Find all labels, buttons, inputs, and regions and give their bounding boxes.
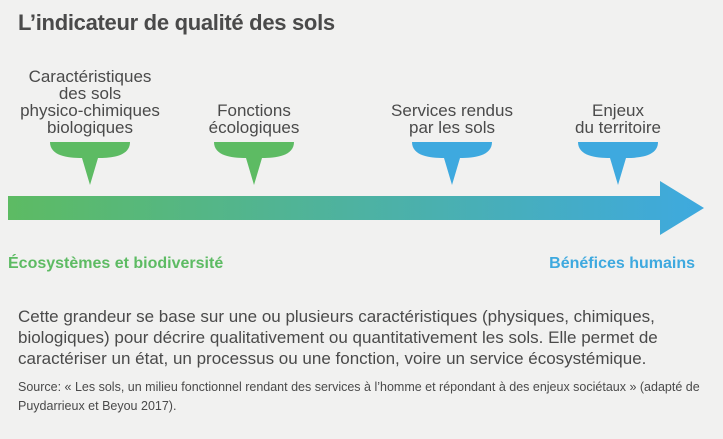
stage-label-line: des sols [58,84,122,103]
stage-label-line: Enjeux [592,101,644,120]
source-note: Source: « Les sols, un milieu fonctionne… [18,380,700,413]
stage-label-line: Fonctions [217,101,291,120]
stage-label-line: du territoire [575,118,661,137]
stage-label-line: par les sols [409,118,495,137]
page-title: L’indicateur de qualité des sols [18,10,335,35]
stage-bubble-1 [50,142,130,185]
stage-label-line: écologiques [208,118,300,137]
stage-label-line: biologiques [46,118,133,137]
stage-label-4: Enjeux du territoire [575,102,661,136]
axis-label-left: Écosystèmes et biodiversité [8,255,224,272]
stage-label-line: physico-chimiques [20,101,160,120]
stage-label-line: Caractéristiques [28,67,152,86]
stage-bubble-4 [578,142,658,185]
description: Cette grandeur se base sur une ou plusie… [18,307,658,368]
stage-label-line: Services rendus [391,101,513,120]
stage-label-2: Fonctions écologiques [209,102,300,136]
stage-bubble-2 [214,142,294,185]
progress-arrow [8,181,704,235]
flow-diagram [8,142,704,235]
stage-bubble-3 [412,142,492,185]
axis-label-right: Bénéfices humains [549,255,695,272]
stage-label-3: Services rendus par les sols [391,102,513,136]
stage-label-1: Caractéristiques des sols physico-chimique… [20,68,160,136]
